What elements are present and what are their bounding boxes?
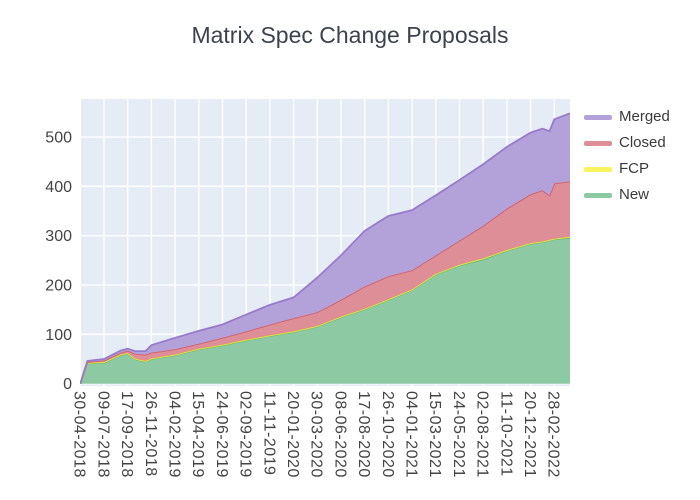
legend-swatch-closed xyxy=(584,140,612,146)
legend-label-fcp: FCP xyxy=(619,160,649,177)
x-axis-tick-label: 30-03-2020 xyxy=(308,391,325,478)
x-axis-tick-label: 02-09-2019 xyxy=(237,391,254,478)
legend-item-new[interactable]: New xyxy=(584,186,670,204)
x-axis-tick-label: 24-06-2019 xyxy=(213,391,230,478)
x-axis-tick-label: 28-02-2022 xyxy=(545,391,562,478)
legend-label-closed: Closed xyxy=(619,134,666,151)
y-axis-tick-label: 400 xyxy=(45,179,72,196)
x-axis-tick-label: 26-11-2018 xyxy=(142,391,159,477)
x-axis-tick-label: 04-01-2021 xyxy=(403,391,420,478)
x-axis-tick-label: 20-12-2021 xyxy=(521,391,538,478)
x-axis-tick-label: 09-07-2018 xyxy=(94,391,111,478)
page-title: Matrix Spec Change Proposals xyxy=(191,22,509,48)
x-axis-tick-label: 04-02-2019 xyxy=(166,391,183,478)
y-axis-tick-label: 300 xyxy=(45,228,72,245)
area-closed[interactable] xyxy=(80,181,570,384)
y-axis-tick-label: 100 xyxy=(45,327,72,344)
legend-item-merged[interactable]: Merged xyxy=(584,108,670,126)
x-axis-tick-label: 17-08-2020 xyxy=(355,391,372,478)
legend-swatch-merged xyxy=(584,114,612,120)
legend-swatch-new xyxy=(584,192,612,198)
y-axis-tick-label: 500 xyxy=(45,130,72,147)
area-new[interactable] xyxy=(80,237,570,384)
area-merged[interactable] xyxy=(80,113,570,384)
legend-label-new: New xyxy=(619,186,650,203)
y-axis-tick-label: 0 xyxy=(63,376,72,393)
legend-item-fcp[interactable]: FCP xyxy=(584,160,670,178)
legend-swatch-fcp xyxy=(584,166,612,172)
x-axis-tick-label: 15-03-2021 xyxy=(426,391,443,478)
y-axis-tick-label: 200 xyxy=(45,278,72,295)
x-axis-tick-label: 15-04-2019 xyxy=(189,391,206,478)
x-axis-tick-label: 30-04-2018 xyxy=(71,391,88,478)
x-axis-tick-label: 11-10-2021 xyxy=(497,391,514,477)
line-merged xyxy=(80,112,570,384)
legend: Merged Closed FCP New xyxy=(584,108,670,204)
x-axis-tick-label: 08-06-2020 xyxy=(331,391,348,478)
x-axis-tick-label: 17-09-2018 xyxy=(118,391,135,478)
x-axis-tick-label: 26-10-2020 xyxy=(379,391,396,478)
legend-label-merged: Merged xyxy=(619,108,670,125)
x-axis-tick-label: 24-05-2021 xyxy=(450,391,467,478)
legend-item-closed[interactable]: Closed xyxy=(584,134,670,152)
x-axis-tick-label: 11-11-2019 xyxy=(260,391,277,475)
x-axis-tick-label: 20-01-2020 xyxy=(284,391,301,478)
x-axis-tick-label: 02-08-2021 xyxy=(474,391,491,478)
